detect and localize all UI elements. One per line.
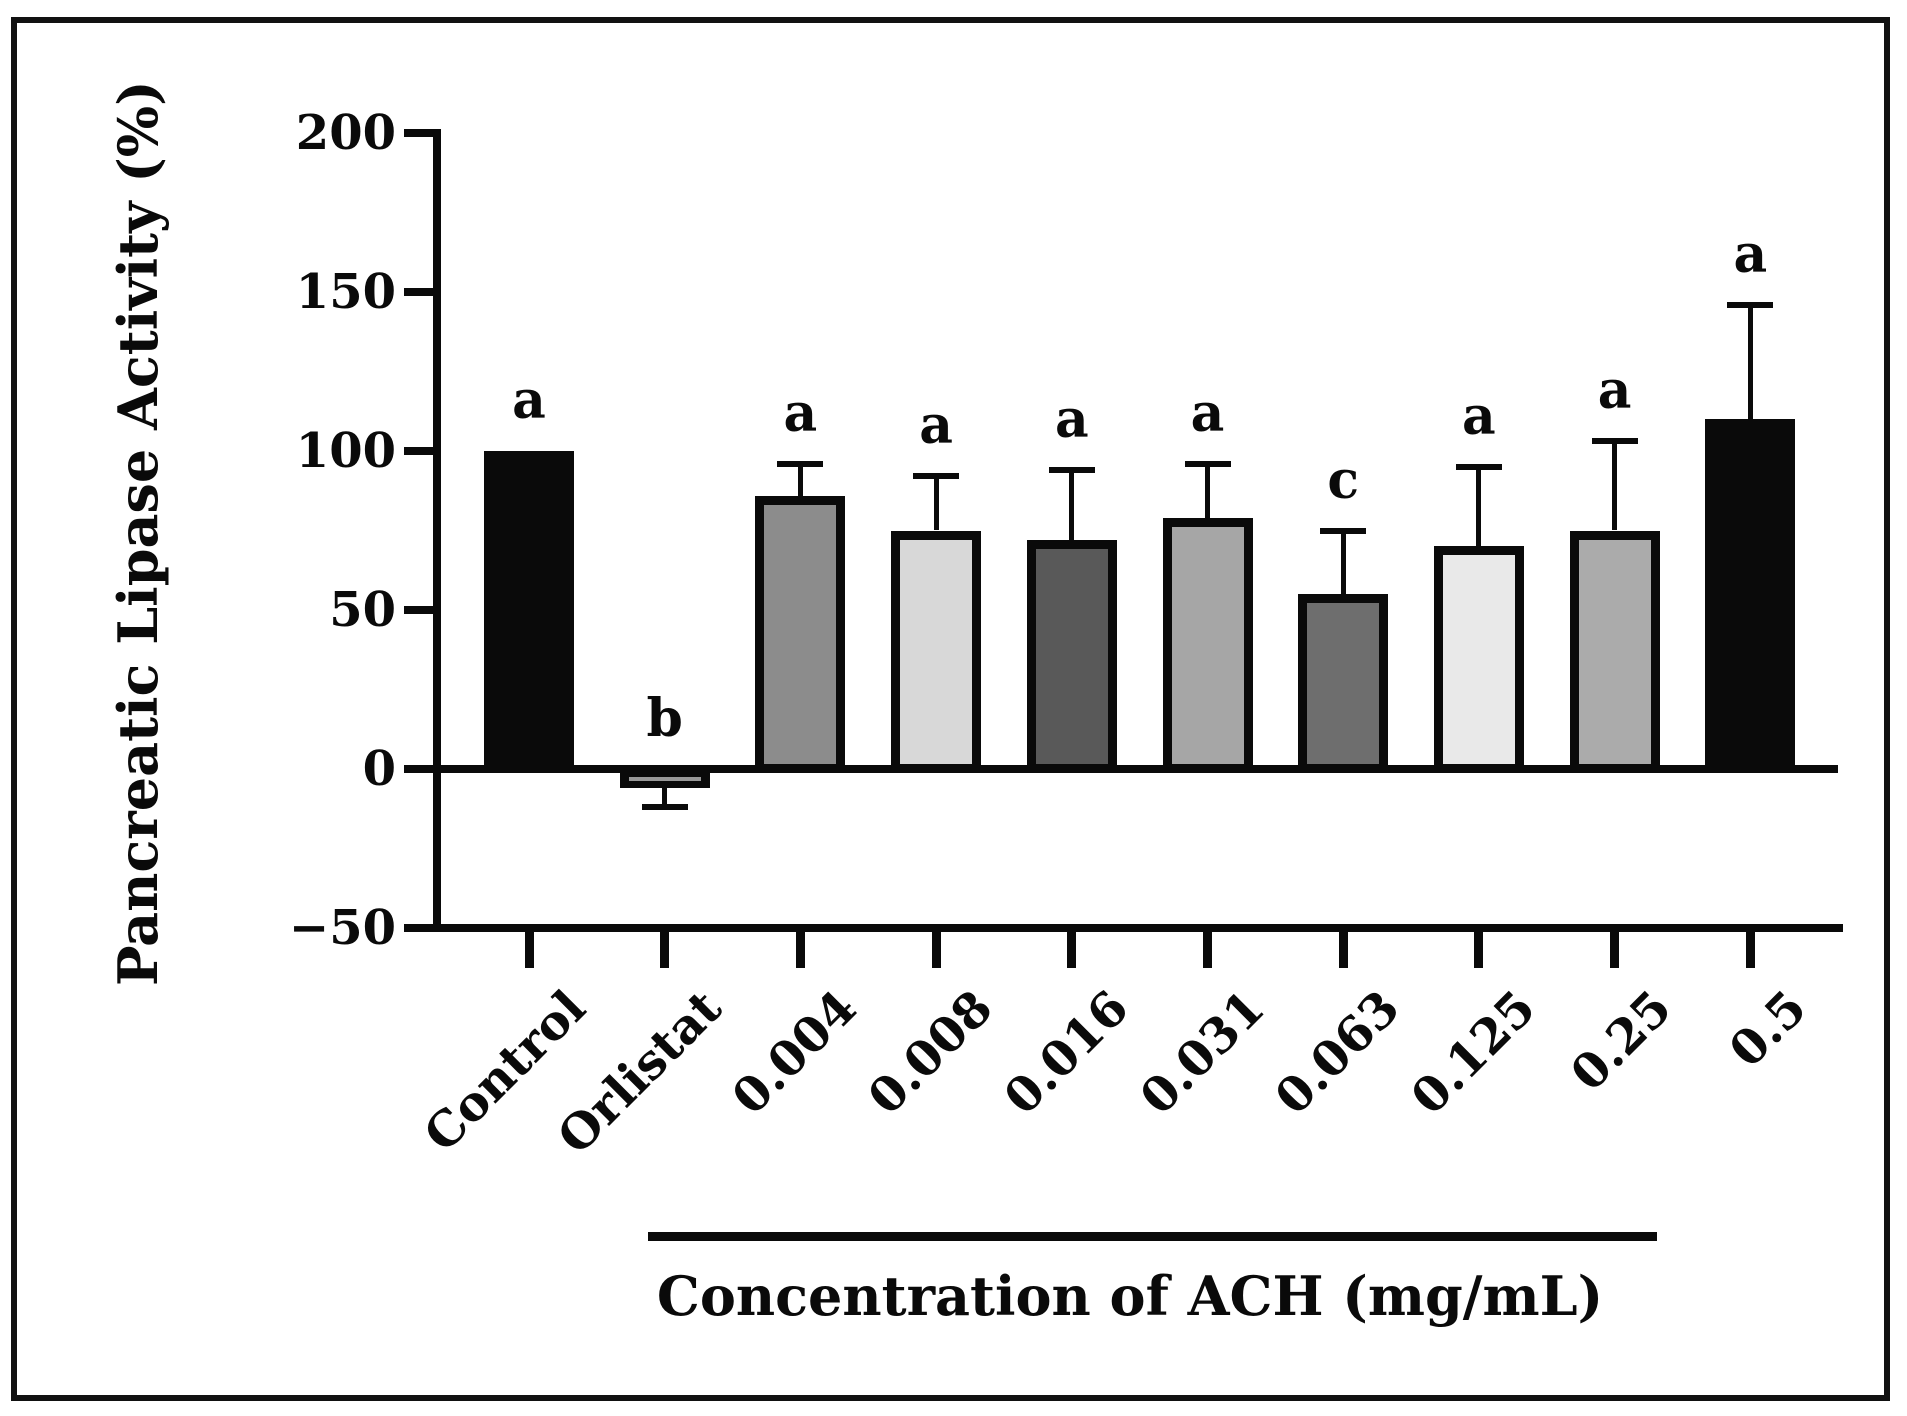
y-tick-label: 0 [362, 741, 396, 797]
bar-0-004 [755, 495, 846, 773]
error-whisker [1069, 470, 1075, 541]
y-tick-mark [404, 129, 438, 137]
significance-letter: a [512, 370, 546, 431]
bar-0-016 [1026, 540, 1117, 773]
bar-0-125 [1433, 546, 1524, 773]
error-cap [1591, 438, 1638, 445]
x-tick-mark [1067, 932, 1077, 968]
error-cap [1455, 463, 1502, 470]
bar-control [484, 451, 574, 773]
figure-border-frame [11, 17, 1890, 1401]
significance-letter: a [1462, 385, 1496, 447]
significance-letter: b [646, 688, 683, 749]
error-whisker [797, 463, 803, 496]
bar-0-25 [1569, 530, 1660, 773]
x-tick-label-0-125: 0.125 [1400, 979, 1547, 1126]
x-tick-label-0-063: 0.063 [1264, 979, 1411, 1126]
x-tick-mark [1203, 932, 1212, 968]
y-tick-label: 150 [295, 264, 396, 320]
significance-letter: a [919, 395, 953, 457]
x-tick-label-0-016: 0.016 [993, 979, 1140, 1126]
x-tick-mark [795, 932, 805, 968]
bar-0-063 [1298, 594, 1389, 773]
error-cap [1184, 460, 1231, 467]
significance-letter: c [1327, 449, 1360, 511]
zero-baseline [433, 765, 1838, 773]
y-axis-spine [433, 129, 441, 932]
x-tick-mark [524, 932, 534, 968]
significance-letter: a [1733, 223, 1768, 285]
significance-letter: a [1054, 389, 1089, 451]
error-cap [641, 804, 688, 811]
y-tick-mark [404, 606, 438, 614]
error-whisker [933, 476, 939, 531]
y-tick-label: 100 [295, 423, 396, 479]
x-tick-label-0-008: 0.008 [857, 979, 1004, 1126]
y-tick-mark [404, 765, 438, 773]
error-whisker [1612, 441, 1618, 531]
error-cap [1320, 527, 1367, 534]
error-cap [1727, 301, 1774, 308]
x-tick-mark [1610, 932, 1620, 968]
error-whisker [1476, 466, 1482, 547]
y-tick-mark [404, 924, 438, 932]
x-tick-mark [931, 932, 941, 968]
x-tick-label-0-031: 0.031 [1129, 979, 1275, 1126]
y-tick-mark [404, 288, 438, 296]
y-tick-label: 50 [329, 582, 396, 638]
x-tick-mark [1338, 932, 1348, 968]
bar-inner-stripe [628, 777, 701, 781]
significance-letter: a [1597, 360, 1632, 422]
bar-0-5 [1705, 419, 1796, 773]
error-cap [1048, 467, 1095, 474]
significance-letter: a [1190, 382, 1225, 444]
x-tick-label-control: Control [413, 979, 597, 1163]
x-tick-label-orlistat: Orlistat [546, 979, 733, 1166]
error-whisker [1747, 304, 1753, 420]
x-tick-mark [1745, 932, 1755, 968]
group-bracket-line [648, 1232, 1657, 1241]
error-whisker [662, 788, 668, 808]
y-tick-label: 200 [295, 105, 396, 161]
x-tick-label-0-004: 0.004 [721, 979, 868, 1126]
bar-0-008 [891, 530, 982, 773]
error-whisker [1340, 530, 1346, 595]
y-tick-label: −50 [288, 900, 396, 956]
x-tick-label-0-25: 0.25 [1559, 979, 1683, 1103]
error-cap [913, 473, 960, 480]
y-tick-mark [404, 447, 438, 455]
x-tick-mark [1474, 932, 1484, 968]
error-whisker [1205, 463, 1210, 518]
x-axis-spine [433, 924, 1843, 932]
x-axis-title: Concentration of ACH (mg/mL) [656, 1264, 1604, 1328]
significance-letter: a [783, 382, 818, 444]
x-tick-mark [660, 932, 670, 968]
bar-0-031 [1162, 517, 1253, 773]
error-cap [777, 460, 824, 467]
x-tick-label-0-5: 0.5 [1719, 979, 1818, 1079]
